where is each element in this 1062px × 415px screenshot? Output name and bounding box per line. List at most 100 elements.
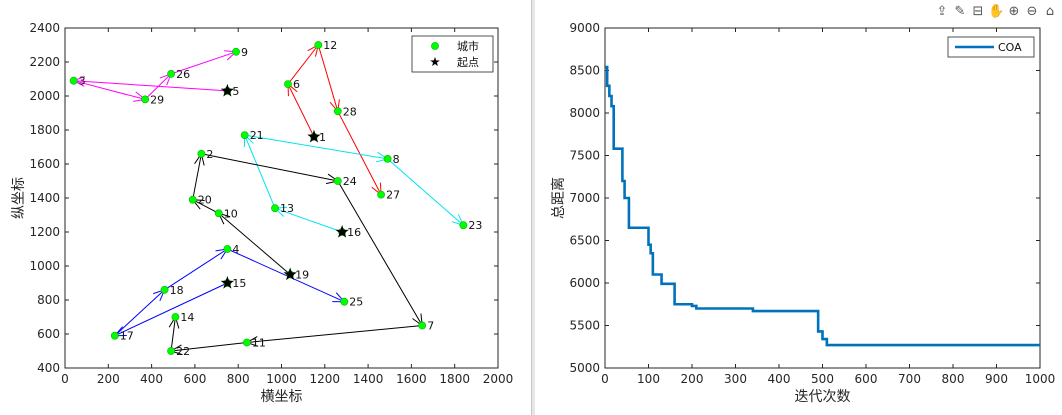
- route-segment: [144, 73, 172, 100]
- city-label: 12: [323, 39, 337, 52]
- city-point: [160, 285, 169, 294]
- x-tick-label: 900: [985, 372, 1008, 386]
- x-tick-label: 1000: [266, 372, 297, 386]
- y-tick-label: 2400: [29, 21, 60, 35]
- start-point-star: [335, 225, 349, 238]
- panel-divider[interactable]: [531, 0, 535, 415]
- x-axis-title: 迭代次数: [795, 389, 851, 405]
- city-point: [188, 195, 197, 204]
- y-tick-label: 7000: [569, 191, 600, 205]
- legend-box: [411, 35, 494, 73]
- city-label: 16: [347, 226, 361, 239]
- route-segment: [201, 153, 338, 182]
- city-point: [214, 209, 223, 218]
- zoom-out-icon[interactable]: ⊖: [1026, 4, 1038, 19]
- y-tick-label: 6000: [569, 276, 600, 290]
- x-tick-label: 500: [811, 372, 834, 386]
- convergence-plot-panel: 0 100 200 300 400 500 600 700 800 900 1000 5000 5500…: [535, 0, 1062, 415]
- city-label: 22: [176, 345, 190, 358]
- export-icon[interactable]: ⇪: [936, 4, 948, 19]
- city-point: [271, 204, 279, 213]
- x-tick-label: 1000: [1025, 372, 1056, 386]
- brush-icon[interactable]: ✎: [954, 4, 966, 19]
- route-segment: [73, 80, 228, 92]
- x-tick-label: 200: [681, 372, 704, 386]
- legend-label: 起点: [457, 56, 479, 69]
- start-point-star: [283, 267, 297, 281]
- datatip-icon[interactable]: ⊟: [972, 4, 984, 19]
- city-label: 23: [468, 219, 482, 232]
- x-axis-title: 横坐标: [261, 389, 303, 405]
- city-label: 5: [232, 85, 239, 98]
- city-label: 4: [232, 243, 239, 256]
- x-tick-label: 800: [942, 372, 965, 386]
- route-plot: 0 200 400 600 800 1000 1200 1400 1600 1800 2000400…: [11, 21, 514, 405]
- route-segment: [337, 111, 382, 195]
- x-tick-label: 1400: [353, 372, 384, 386]
- x-tick-label: 1800: [439, 372, 470, 386]
- city-point: [459, 221, 468, 230]
- x-tick-label: 100: [637, 372, 660, 386]
- y-tick-label: 2200: [29, 55, 60, 69]
- x-tick-label: 2000: [483, 372, 514, 386]
- home-icon[interactable]: ⌂: [1045, 4, 1055, 19]
- city-label: 2: [206, 148, 213, 161]
- pan-icon[interactable]: ✋: [988, 4, 1005, 19]
- city-point: [340, 297, 349, 306]
- y-tick-label: 1400: [29, 191, 60, 205]
- route-segment: [274, 207, 343, 233]
- zoom-in-icon[interactable]: ⊕: [1008, 4, 1020, 19]
- x-tick-label: 300: [724, 372, 747, 386]
- city-label: 6: [293, 78, 300, 91]
- x-tick-label: 0: [61, 372, 69, 386]
- y-tick-label: 2000: [29, 89, 60, 103]
- city-point: [240, 131, 249, 139]
- city-point: [377, 190, 385, 199]
- route-segment: [246, 325, 423, 343]
- city-point: [167, 347, 175, 355]
- city-point: [110, 331, 119, 340]
- start-point-star: [220, 83, 235, 97]
- legend-label: COA: [998, 41, 1022, 54]
- route-segment: [244, 134, 276, 209]
- city-point: [171, 313, 180, 321]
- y-tick-label: 5500: [569, 319, 600, 333]
- route-segment: [114, 289, 165, 337]
- city-label: 18: [170, 284, 184, 297]
- city-label: 17: [120, 330, 134, 343]
- y-tick-label: 1800: [29, 123, 60, 137]
- x-tick-label: 800: [227, 372, 250, 386]
- start-point-star: [220, 276, 235, 289]
- city-label: 27: [386, 189, 400, 202]
- y-tick-label: 1200: [29, 225, 60, 239]
- city-label: 19: [295, 269, 309, 282]
- y-tick-label: 1000: [29, 259, 60, 273]
- coa-series-line: [605, 65, 1040, 347]
- city-point: [167, 70, 175, 78]
- route-segment: [317, 44, 339, 112]
- city-label: 7: [427, 320, 434, 333]
- city-point: [69, 76, 78, 85]
- route-segment: [170, 316, 176, 352]
- y-tick-label: 8000: [569, 106, 600, 120]
- city-label: 24: [343, 175, 357, 188]
- plot-area: [604, 27, 1041, 369]
- route-segment: [244, 134, 388, 160]
- city-point: [284, 80, 292, 88]
- route-segment: [170, 51, 237, 75]
- route-segment: [218, 212, 291, 275]
- x-tick-label: 600: [855, 372, 878, 386]
- city-point: [232, 47, 240, 56]
- city-point: [333, 177, 342, 185]
- start-point-star: [307, 129, 321, 143]
- route-segment: [73, 80, 146, 100]
- y-tick-label: 600: [37, 327, 60, 341]
- x-tick-label: 0: [601, 372, 609, 386]
- city-point: [242, 338, 251, 347]
- city-label: 13: [280, 202, 294, 215]
- city-label: 28: [343, 105, 357, 118]
- city-point: [141, 95, 150, 104]
- y-tick-label: 5000: [569, 361, 600, 375]
- route-segment: [287, 44, 319, 85]
- city-label: 15: [232, 277, 246, 290]
